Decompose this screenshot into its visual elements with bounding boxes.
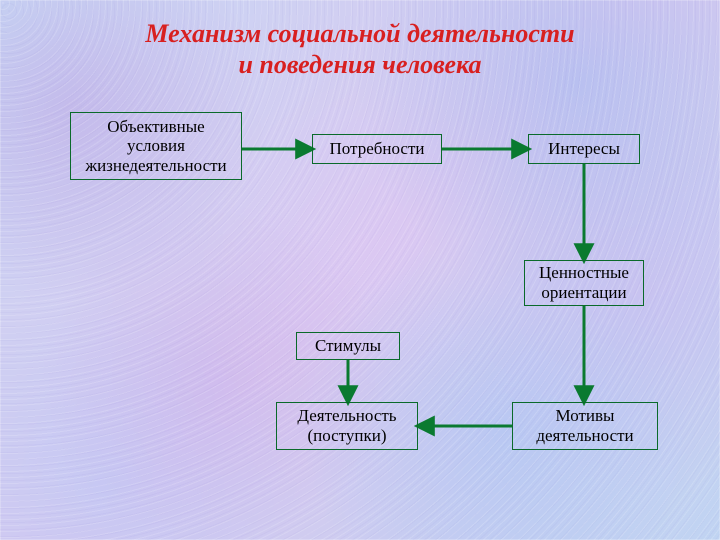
page-title: Механизм социальной деятельности и повед… bbox=[0, 18, 720, 80]
title-line-2: и поведения человека bbox=[0, 49, 720, 80]
node-activity: Деятельность(поступки) bbox=[276, 402, 418, 450]
node-motives: Мотивыдеятельности bbox=[512, 402, 658, 450]
node-conditions: Объективныеусловияжизнедеятельности bbox=[70, 112, 242, 180]
node-stimuli: Стимулы bbox=[296, 332, 400, 360]
node-needs: Потребности bbox=[312, 134, 442, 164]
node-interests: Интересы bbox=[528, 134, 640, 164]
title-line-1: Механизм социальной деятельности bbox=[0, 18, 720, 49]
node-values: Ценностныеориентации bbox=[524, 260, 644, 306]
